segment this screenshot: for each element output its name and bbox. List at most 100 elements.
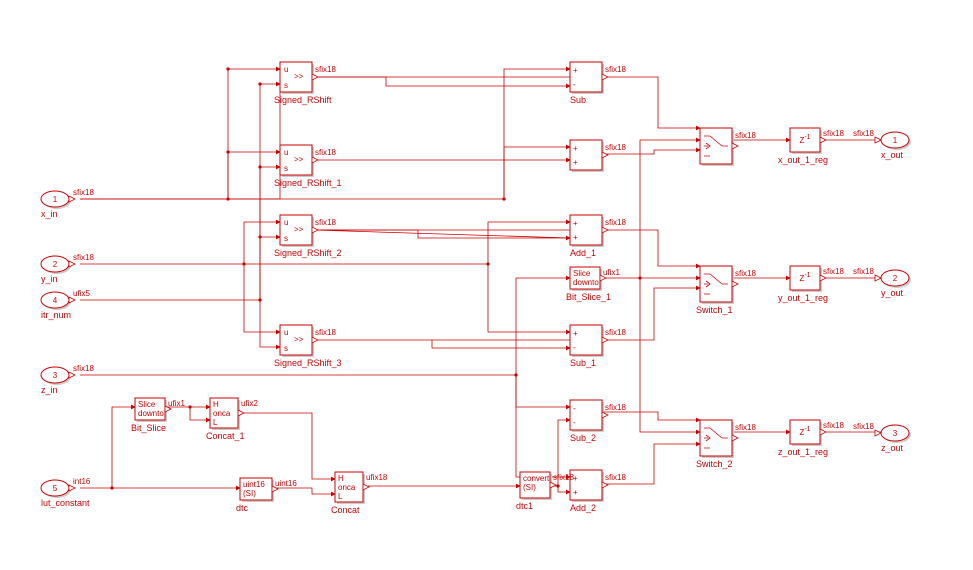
- svg-text:lut_constant: lut_constant: [41, 498, 90, 508]
- svg-text:downto: downto: [138, 409, 164, 418]
- svg-text:sfix18: sfix18: [853, 129, 874, 138]
- svg-text:sfix18: sfix18: [73, 253, 94, 262]
- svg-text:+: +: [573, 219, 578, 228]
- svg-text:Signed_RShift: Signed_RShift: [274, 95, 332, 105]
- svg-text:+: +: [573, 66, 578, 75]
- svg-text:y_out: y_out: [881, 288, 904, 298]
- svg-text:3: 3: [893, 429, 898, 438]
- svg-text:2: 2: [53, 260, 58, 269]
- svg-text:sfix18: sfix18: [553, 473, 574, 482]
- svg-text:Slice: Slice: [573, 269, 591, 278]
- svg-text:u: u: [284, 65, 288, 74]
- svg-text:onca: onca: [338, 483, 356, 492]
- svg-text:uint16: uint16: [275, 479, 297, 488]
- svg-text:z_out: z_out: [881, 443, 904, 453]
- svg-text:sfix18: sfix18: [823, 129, 844, 138]
- svg-text:-: -: [573, 418, 576, 427]
- svg-text:x_in: x_in: [41, 209, 58, 219]
- svg-text:sfix18: sfix18: [605, 65, 626, 74]
- svg-text:sfix18: sfix18: [73, 188, 94, 197]
- svg-text:sfix18: sfix18: [735, 131, 756, 140]
- svg-text:dtc1: dtc1: [516, 501, 533, 511]
- svg-text:Add_1: Add_1: [570, 248, 596, 258]
- svg-text:sfix18: sfix18: [605, 328, 626, 337]
- svg-text:s: s: [284, 344, 288, 353]
- svg-text:5: 5: [53, 484, 58, 493]
- svg-text:sfix18: sfix18: [605, 143, 626, 152]
- svg-text:uint16: uint16: [243, 480, 265, 489]
- svg-text:(SI): (SI): [243, 489, 256, 498]
- svg-text:(SI): (SI): [523, 483, 536, 492]
- svg-text:L: L: [338, 492, 343, 501]
- svg-text:1: 1: [893, 136, 898, 145]
- svg-text:Sub: Sub: [570, 95, 586, 105]
- svg-text:sfix18: sfix18: [605, 403, 626, 412]
- svg-text:3: 3: [53, 371, 58, 380]
- svg-text:+: +: [573, 488, 578, 497]
- svg-text:u: u: [284, 218, 288, 227]
- simulink-canvas: 1 x_in sfix18 2 y_in sfix18 4 itr_num ufix5 3 z_in…: [0, 0, 973, 570]
- svg-text:u: u: [284, 328, 288, 337]
- svg-text:Signed_RShift_1: Signed_RShift_1: [274, 178, 342, 188]
- svg-text:+: +: [573, 233, 578, 242]
- svg-text:u: u: [284, 148, 288, 157]
- svg-text:onca: onca: [213, 409, 231, 418]
- svg-text:Signed_RShift_2: Signed_RShift_2: [274, 248, 342, 258]
- svg-text:2: 2: [893, 274, 898, 283]
- svg-text:Slice: Slice: [138, 400, 156, 409]
- svg-text:sfix18: sfix18: [315, 328, 336, 337]
- svg-text:sfix18: sfix18: [605, 473, 626, 482]
- svg-text:z_out_1_reg: z_out_1_reg: [778, 447, 828, 457]
- svg-text:sfix18: sfix18: [315, 218, 336, 227]
- svg-text:sfix18: sfix18: [735, 269, 756, 278]
- svg-text:ufix1: ufix1: [603, 268, 620, 277]
- svg-text:>>: >>: [294, 155, 304, 164]
- svg-text:>>: >>: [294, 335, 304, 344]
- svg-text:4: 4: [53, 296, 58, 305]
- svg-text:convert: convert: [523, 474, 550, 483]
- svg-text:Sub_2: Sub_2: [570, 433, 596, 443]
- svg-text:x_out: x_out: [881, 150, 904, 160]
- svg-text:z_in: z_in: [41, 385, 58, 395]
- svg-text:-: -: [573, 404, 576, 413]
- svg-text:sfix18: sfix18: [853, 422, 874, 431]
- svg-text:s: s: [284, 81, 288, 90]
- svg-text:dtc: dtc: [236, 503, 249, 513]
- svg-text:s: s: [284, 234, 288, 243]
- svg-text:-: -: [573, 343, 576, 352]
- svg-text:Signed_RShift_3: Signed_RShift_3: [274, 358, 342, 368]
- svg-text:+: +: [573, 144, 578, 153]
- svg-text:>>: >>: [294, 225, 304, 234]
- svg-text:Add_2: Add_2: [570, 503, 596, 513]
- svg-text:-: -: [573, 80, 576, 89]
- svg-text:sfix18: sfix18: [823, 421, 844, 430]
- svg-text:s: s: [284, 164, 288, 173]
- svg-text:sfix18: sfix18: [735, 423, 756, 432]
- svg-text:+: +: [573, 158, 578, 167]
- svg-text:x_out_1_reg: x_out_1_reg: [778, 155, 828, 165]
- svg-text:Bit_Slice: Bit_Slice: [131, 423, 166, 433]
- svg-text:itr_num: itr_num: [41, 310, 71, 320]
- svg-text:ufix5: ufix5: [73, 289, 90, 298]
- svg-text:ufix1: ufix1: [168, 399, 185, 408]
- svg-text:int16: int16: [73, 477, 91, 486]
- svg-text:Bit_Slice_1: Bit_Slice_1: [566, 292, 611, 302]
- svg-text:downto: downto: [573, 278, 599, 287]
- svg-text:y_in: y_in: [41, 274, 58, 284]
- svg-text:ufix18: ufix18: [366, 473, 388, 482]
- svg-text:H: H: [338, 474, 344, 483]
- svg-text:y_out_1_reg: y_out_1_reg: [778, 293, 828, 303]
- svg-text:sfix18: sfix18: [823, 267, 844, 276]
- svg-text:Concat_1: Concat_1: [206, 431, 245, 441]
- svg-text:>>: >>: [294, 72, 304, 81]
- svg-text:sfix18: sfix18: [605, 218, 626, 227]
- svg-text:H: H: [213, 400, 219, 409]
- svg-text:Switch_2: Switch_2: [696, 459, 733, 469]
- svg-text:1: 1: [53, 195, 58, 204]
- svg-text:L: L: [213, 418, 218, 427]
- svg-text:Switch_1: Switch_1: [696, 305, 733, 315]
- svg-text:+: +: [573, 329, 578, 338]
- svg-text:sfix18: sfix18: [853, 267, 874, 276]
- svg-text:sfix18: sfix18: [73, 364, 94, 373]
- svg-text:sfix18: sfix18: [315, 148, 336, 157]
